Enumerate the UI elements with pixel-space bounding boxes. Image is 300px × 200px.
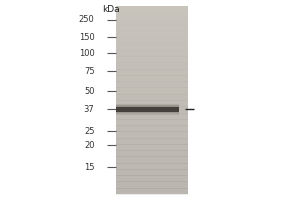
Bar <box>116 112 178 113</box>
Bar <box>116 75 188 82</box>
Bar <box>116 62 188 70</box>
Text: kDa: kDa <box>102 5 120 14</box>
Bar <box>116 175 188 182</box>
Bar <box>116 44 188 51</box>
Bar <box>116 138 188 145</box>
Text: 25: 25 <box>84 127 94 136</box>
Bar <box>116 12 188 20</box>
Text: 150: 150 <box>79 32 94 42</box>
Bar <box>116 104 178 105</box>
Bar <box>116 105 178 107</box>
Bar <box>116 81 188 88</box>
Bar <box>116 19 188 26</box>
Bar <box>116 131 188 139</box>
Text: 20: 20 <box>84 140 94 150</box>
Bar <box>116 150 188 157</box>
Bar <box>116 6 188 13</box>
Bar <box>116 113 188 120</box>
Bar <box>116 144 188 151</box>
Bar <box>116 106 188 114</box>
Bar <box>116 181 188 189</box>
Bar <box>116 188 188 195</box>
Bar <box>116 163 188 170</box>
Bar <box>116 56 188 63</box>
Bar <box>116 37 188 45</box>
Bar <box>116 94 188 101</box>
Bar <box>116 113 178 114</box>
Bar <box>116 87 188 95</box>
Bar <box>116 119 188 126</box>
Text: 100: 100 <box>79 48 94 58</box>
Bar <box>116 50 188 57</box>
Text: 250: 250 <box>79 16 94 24</box>
Bar <box>116 69 188 76</box>
Bar <box>116 125 188 132</box>
Bar <box>116 31 188 38</box>
Text: 15: 15 <box>84 162 94 171</box>
Text: 50: 50 <box>84 86 94 96</box>
Bar <box>116 107 178 112</box>
Bar <box>116 6 188 194</box>
Bar <box>116 25 188 32</box>
Bar <box>116 100 188 107</box>
Text: 37: 37 <box>84 105 94 114</box>
Bar <box>116 169 188 176</box>
Text: 75: 75 <box>84 66 94 75</box>
Bar <box>116 156 188 164</box>
